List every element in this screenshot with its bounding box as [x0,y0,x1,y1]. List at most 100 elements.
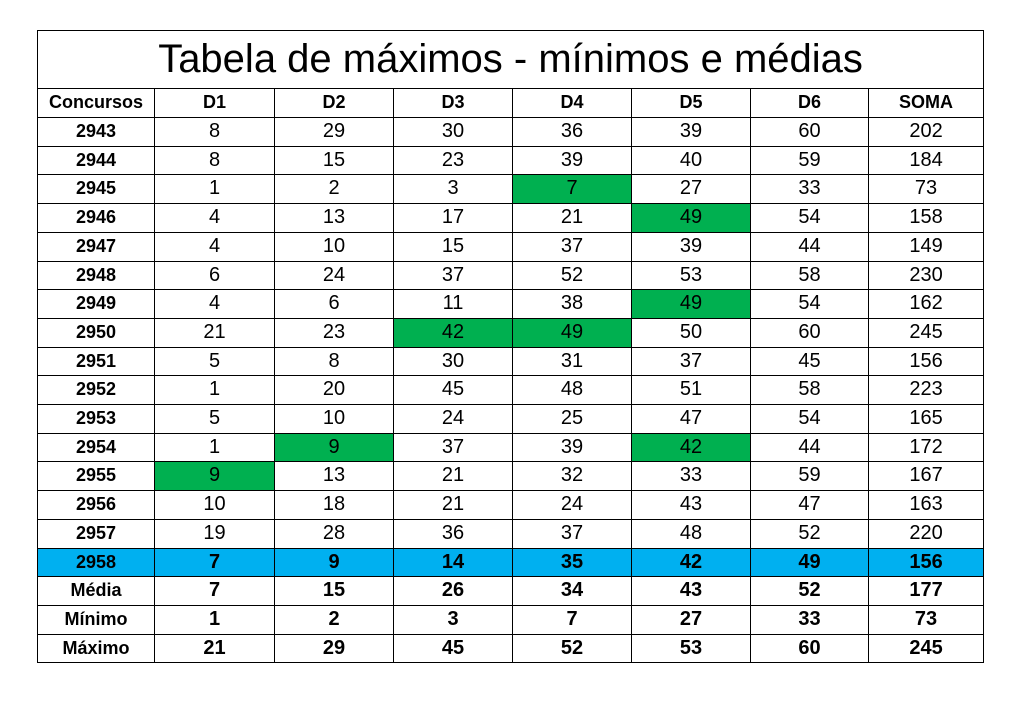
table-cell: 42 [631,432,751,463]
column-header: Concursos [37,88,155,118]
table-cell: 220 [867,518,985,549]
row-label: 2958 [37,547,155,578]
table-cell: 36 [512,117,632,147]
table-cell: 15 [274,576,394,606]
table-cell: 73 [867,174,985,205]
table-row: 2951 5 8 30 31 37 45 156 [37,346,985,377]
row-label: 2951 [37,346,155,377]
table-cell: 49 [512,317,632,348]
table-row: 2949 4 6 11 38 49 54 162 [37,289,985,319]
row-label: 2945 [37,174,155,205]
table-cell: 7 [154,576,275,606]
table-row: 2952 1 20 45 48 51 58 223 [37,375,985,406]
table-cell: 8 [154,145,275,176]
table-cell: 3 [393,604,513,635]
table-cell: 54 [750,404,869,434]
table-cell: 37 [512,231,632,262]
column-header: D1 [154,88,275,118]
table-cell: 27 [631,174,751,205]
row-label: 2949 [37,289,155,319]
row-label: 2954 [37,432,155,463]
table-cell: 21 [393,461,513,492]
table-cell: 51 [631,375,751,406]
row-label: Média [37,576,155,606]
table-cell: 10 [274,404,394,434]
table-cell: 52 [512,633,632,664]
table-cell: 13 [274,461,394,492]
table-cell: 33 [631,461,751,492]
table-cell: 19 [154,518,275,549]
table-cell: 59 [750,145,869,176]
table-cell: 202 [867,117,985,147]
table-cell: 230 [867,260,985,291]
table-row: 2946 4 13 17 21 49 54 158 [37,203,985,233]
row-label: 2957 [37,518,155,549]
row-label: 2950 [37,317,155,348]
table-cell: 2 [274,174,394,205]
table-cell: 2 [274,604,394,635]
table-cell: 1 [154,375,275,406]
table-cell: 30 [393,117,513,147]
table-cell: 21 [393,490,513,520]
table-cell: 4 [154,203,275,233]
table-cell: 60 [750,117,869,147]
table-cell: 47 [750,490,869,520]
table-cell: 1 [154,604,275,635]
table-cell: 44 [750,231,869,262]
table-row: 2943 8 29 30 36 39 60 202 [37,117,985,147]
table-cell: 23 [274,317,394,348]
table-cell: 47 [631,404,751,434]
column-header: D5 [631,88,751,118]
table-cell: 27 [631,604,751,635]
row-label: Máximo [37,633,155,664]
table-cell: 9 [154,461,275,492]
row-label: 2943 [37,117,155,147]
table-cell: 50 [631,317,751,348]
table-cell: 156 [867,547,985,578]
table-cell: 6 [274,289,394,319]
table-cell: 44 [750,432,869,463]
table-cell: 54 [750,289,869,319]
row-label: 2956 [37,490,155,520]
table-cell: 167 [867,461,985,492]
table-cell: 5 [154,404,275,434]
table-cell: 14 [393,547,513,578]
table-cell: 39 [512,432,632,463]
table-cell: 42 [393,317,513,348]
table-cell: 60 [750,633,869,664]
table-cell: 245 [867,317,985,348]
column-header: D4 [512,88,632,118]
table-cell: 59 [750,461,869,492]
row-label: 2952 [37,375,155,406]
table-cell: 23 [393,145,513,176]
table-cell: 24 [393,404,513,434]
column-header: D2 [274,88,394,118]
table-cell: 73 [867,604,985,635]
table-cell: 45 [750,346,869,377]
table-cell: 10 [154,490,275,520]
table-cell: 58 [750,375,869,406]
table-row: 2957 19 28 36 37 48 52 220 [37,518,985,549]
table-cell: 21 [154,317,275,348]
table-cell: 165 [867,404,985,434]
table-cell: 10 [274,231,394,262]
table-cell: 37 [393,432,513,463]
table-cell: 28 [274,518,394,549]
table-row: 2945 1 2 3 7 27 33 73 [37,174,985,205]
table-cell: 18 [274,490,394,520]
row-label: Mínimo [37,604,155,635]
row-label: 2944 [37,145,155,176]
table-cell: 3 [393,174,513,205]
table-row: 2950 21 23 42 49 50 60 245 [37,317,985,348]
table-cell: 20 [274,375,394,406]
data-table: Tabela de máximos - mínimos e médias Con… [36,30,985,664]
table-cell: 33 [750,174,869,205]
table-cell: 15 [393,231,513,262]
table-cell: 17 [393,203,513,233]
table-cell: 52 [750,576,869,606]
table-cell: 4 [154,231,275,262]
table-row: 2955 9 13 21 32 33 59 167 [37,461,985,492]
table-cell: 53 [631,633,751,664]
table-cell: 43 [631,490,751,520]
